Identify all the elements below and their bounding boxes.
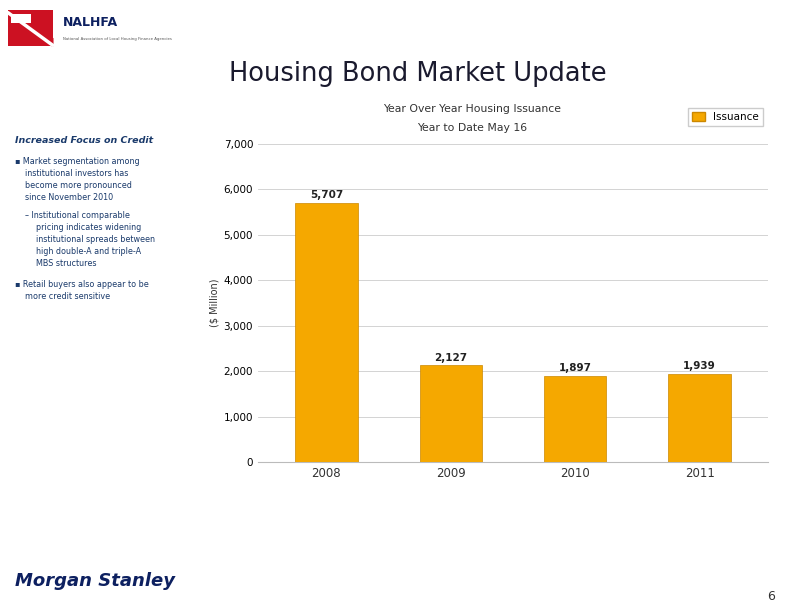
Text: Morgan Stanley: Morgan Stanley <box>15 572 175 591</box>
Text: ▪ Market segmentation among: ▪ Market segmentation among <box>15 157 139 166</box>
Text: MBS structures: MBS structures <box>36 259 97 268</box>
Text: 2,127: 2,127 <box>434 353 467 363</box>
Text: National Association of Local Housing Finance Agencies: National Association of Local Housing Fi… <box>63 37 172 40</box>
Bar <box>295 203 357 462</box>
Bar <box>11 13 32 23</box>
Bar <box>8 10 53 47</box>
Text: pricing indicates widening: pricing indicates widening <box>36 223 141 232</box>
Bar <box>544 376 607 462</box>
Polygon shape <box>8 10 53 47</box>
Text: – Institutional comparable: – Institutional comparable <box>25 211 131 220</box>
Y-axis label: ($ Million): ($ Million) <box>209 278 219 327</box>
Text: become more pronounced: become more pronounced <box>25 181 132 190</box>
Text: institutional investors has: institutional investors has <box>25 169 129 178</box>
Bar <box>668 374 731 462</box>
Text: 1,939: 1,939 <box>683 361 716 371</box>
Text: 5,707: 5,707 <box>310 190 343 200</box>
Text: ▪ Retail buyers also appear to be: ▪ Retail buyers also appear to be <box>15 280 149 289</box>
Text: more credit sensitive: more credit sensitive <box>25 292 111 301</box>
Text: Housing Bond Market Update: Housing Bond Market Update <box>229 61 606 88</box>
Text: Year Over Year Housing Issuance: Year Over Year Housing Issuance <box>383 104 562 114</box>
Legend: Issuance: Issuance <box>688 108 763 126</box>
Bar <box>420 365 482 462</box>
Text: MUNICIPAL MARKET UPDATE: MUNICIPAL MARKET UPDATE <box>227 37 355 45</box>
Text: 6: 6 <box>767 590 775 603</box>
Text: high double-A and triple-A: high double-A and triple-A <box>36 247 141 256</box>
Text: Year to Date May 16: Year to Date May 16 <box>417 123 527 133</box>
Text: NALHFA: NALHFA <box>63 17 118 29</box>
Text: 1,897: 1,897 <box>558 363 592 373</box>
Text: since November 2010: since November 2010 <box>25 193 113 202</box>
Text: institutional spreads between: institutional spreads between <box>36 235 155 244</box>
Text: Increased Focus on Credit: Increased Focus on Credit <box>15 136 153 145</box>
